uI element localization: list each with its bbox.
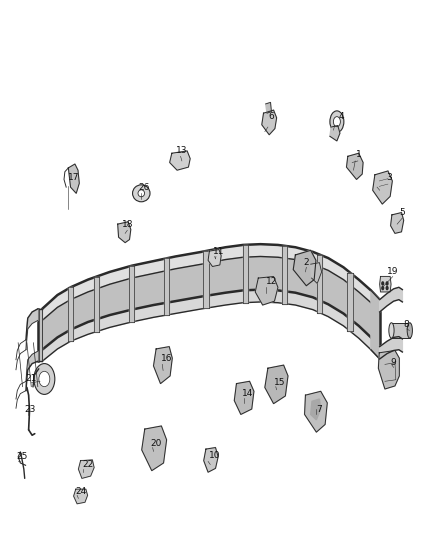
- Polygon shape: [204, 448, 218, 472]
- Circle shape: [386, 282, 388, 285]
- Text: 11: 11: [213, 247, 225, 256]
- Text: 25: 25: [16, 453, 27, 461]
- Polygon shape: [262, 110, 277, 135]
- Polygon shape: [373, 171, 392, 204]
- Text: 12: 12: [266, 277, 277, 286]
- Polygon shape: [347, 272, 353, 331]
- Text: 26: 26: [138, 183, 150, 192]
- Ellipse shape: [34, 364, 55, 394]
- Polygon shape: [38, 309, 42, 361]
- Text: 5: 5: [399, 208, 405, 217]
- Polygon shape: [380, 277, 391, 292]
- Ellipse shape: [407, 323, 413, 338]
- Polygon shape: [203, 251, 208, 308]
- Text: 16: 16: [161, 354, 173, 364]
- Polygon shape: [94, 277, 99, 332]
- Polygon shape: [317, 254, 322, 313]
- Polygon shape: [378, 351, 399, 389]
- Text: 24: 24: [76, 487, 87, 496]
- Polygon shape: [346, 154, 363, 180]
- Polygon shape: [311, 399, 321, 420]
- Polygon shape: [78, 460, 94, 479]
- Ellipse shape: [333, 117, 340, 127]
- Polygon shape: [371, 290, 380, 359]
- Text: 10: 10: [209, 451, 220, 460]
- Polygon shape: [380, 287, 403, 312]
- Polygon shape: [26, 351, 38, 391]
- Text: 2: 2: [304, 258, 309, 267]
- Ellipse shape: [389, 323, 394, 338]
- Text: 7: 7: [317, 405, 322, 414]
- Polygon shape: [142, 426, 166, 471]
- Polygon shape: [153, 346, 172, 384]
- Polygon shape: [129, 266, 134, 322]
- Ellipse shape: [39, 372, 50, 386]
- Polygon shape: [164, 259, 169, 315]
- Polygon shape: [42, 244, 380, 320]
- Polygon shape: [118, 222, 131, 243]
- Polygon shape: [255, 277, 278, 305]
- Text: 15: 15: [274, 377, 286, 386]
- Polygon shape: [380, 337, 403, 359]
- Text: 19: 19: [387, 268, 399, 277]
- Polygon shape: [74, 489, 88, 504]
- Polygon shape: [311, 263, 321, 284]
- Polygon shape: [293, 251, 316, 286]
- Text: 3: 3: [386, 173, 392, 182]
- Text: 9: 9: [391, 358, 396, 367]
- Text: 6: 6: [268, 112, 274, 121]
- Polygon shape: [266, 102, 272, 113]
- Polygon shape: [234, 381, 254, 415]
- Ellipse shape: [133, 185, 150, 202]
- Text: 4: 4: [339, 112, 344, 121]
- Text: 23: 23: [25, 405, 36, 414]
- Text: 14: 14: [242, 389, 253, 398]
- Polygon shape: [391, 213, 404, 233]
- Polygon shape: [68, 287, 73, 341]
- Bar: [392, 323, 410, 338]
- Text: 8: 8: [404, 320, 410, 329]
- Ellipse shape: [330, 111, 344, 132]
- Ellipse shape: [138, 190, 145, 197]
- Polygon shape: [42, 289, 380, 361]
- Polygon shape: [26, 309, 38, 350]
- Polygon shape: [208, 249, 221, 266]
- Text: 17: 17: [68, 173, 80, 182]
- Circle shape: [382, 282, 384, 285]
- Circle shape: [386, 287, 388, 289]
- Circle shape: [382, 287, 384, 289]
- Text: 22: 22: [82, 460, 94, 469]
- Text: 21: 21: [25, 374, 37, 383]
- Text: 20: 20: [150, 439, 161, 448]
- Polygon shape: [42, 256, 380, 350]
- Text: 13: 13: [176, 147, 187, 156]
- Text: 1: 1: [356, 150, 362, 159]
- Polygon shape: [330, 125, 340, 141]
- Polygon shape: [243, 245, 248, 303]
- Polygon shape: [68, 164, 79, 193]
- Polygon shape: [265, 365, 288, 403]
- Polygon shape: [304, 391, 327, 432]
- Polygon shape: [170, 151, 190, 170]
- Text: 18: 18: [122, 220, 133, 229]
- Polygon shape: [282, 246, 287, 304]
